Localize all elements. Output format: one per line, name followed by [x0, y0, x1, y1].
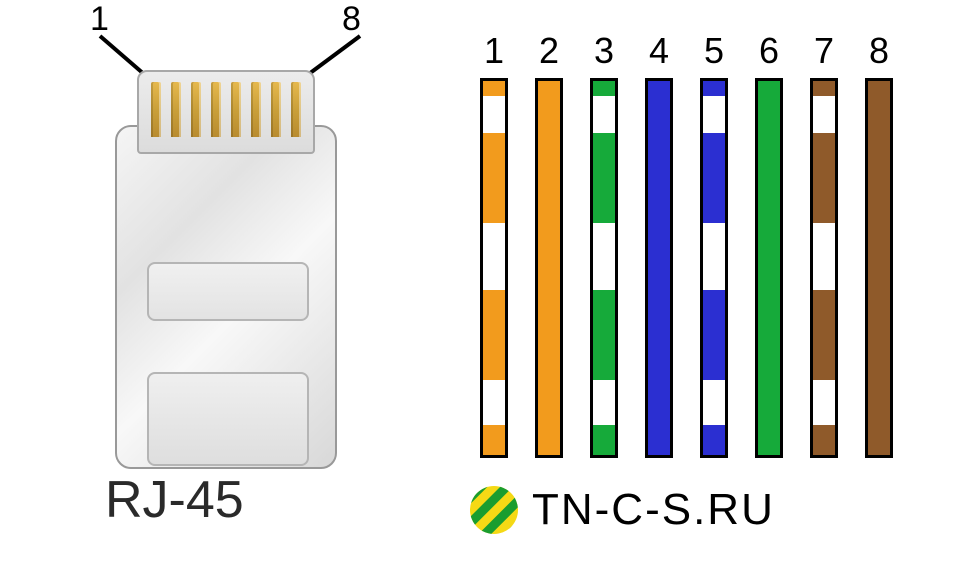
pin-number: 1 — [474, 30, 514, 72]
wire-stripe — [483, 133, 505, 223]
pin-number: 7 — [804, 30, 844, 72]
connector-window-upper — [147, 262, 309, 321]
wire-pin-8 — [865, 78, 893, 458]
wire-stripe — [483, 425, 505, 455]
wire-pin-5 — [700, 78, 728, 458]
wire-pin-3 — [590, 78, 618, 458]
wire-stripe — [593, 425, 615, 455]
rj45-connector — [115, 70, 333, 470]
gold-pin — [231, 82, 241, 137]
gold-pin — [211, 82, 221, 137]
wire-colors — [470, 78, 960, 468]
wire-stripe — [483, 81, 505, 96]
gold-pin — [171, 82, 181, 137]
wire-stripe — [703, 81, 725, 96]
connector-panel: 1 8 RJ-45 — [30, 0, 410, 570]
wire-stripe — [703, 133, 725, 223]
wire-stripe — [483, 290, 505, 380]
wire-stripe — [813, 81, 835, 96]
wire-stripe — [813, 290, 835, 380]
connector-body — [115, 125, 337, 469]
pin-number: 5 — [694, 30, 734, 72]
pin-number: 6 — [749, 30, 789, 72]
wire-stripe — [813, 425, 835, 455]
wire-pin-2 — [535, 78, 563, 458]
wire-stripe — [703, 290, 725, 380]
wire-pin-4 — [645, 78, 673, 458]
connector-head — [137, 70, 315, 154]
connector-window-lower — [147, 372, 309, 466]
pin-number: 3 — [584, 30, 624, 72]
gold-pin — [291, 82, 301, 137]
footer: TN-C-S.RU — [470, 485, 960, 535]
pin-number: 2 — [529, 30, 569, 72]
wire-stripe — [813, 133, 835, 223]
gold-pin — [271, 82, 281, 137]
wire-pin-1 — [480, 78, 508, 458]
wire-pin-6 — [755, 78, 783, 458]
wire-stripe — [593, 133, 615, 223]
pin-number: 8 — [859, 30, 899, 72]
gold-pin — [191, 82, 201, 137]
pinout-panel: 12345678 TN-C-S.RU — [470, 0, 960, 570]
site-logo-icon — [470, 486, 518, 534]
gold-pin — [151, 82, 161, 137]
pin-number: 4 — [639, 30, 679, 72]
wire-pin-7 — [810, 78, 838, 458]
connector-label: RJ-45 — [105, 470, 244, 530]
site-url: TN-C-S.RU — [532, 485, 775, 535]
wire-stripe — [593, 290, 615, 380]
wire-stripe — [593, 81, 615, 96]
gold-pin — [251, 82, 261, 137]
wire-stripe — [703, 425, 725, 455]
